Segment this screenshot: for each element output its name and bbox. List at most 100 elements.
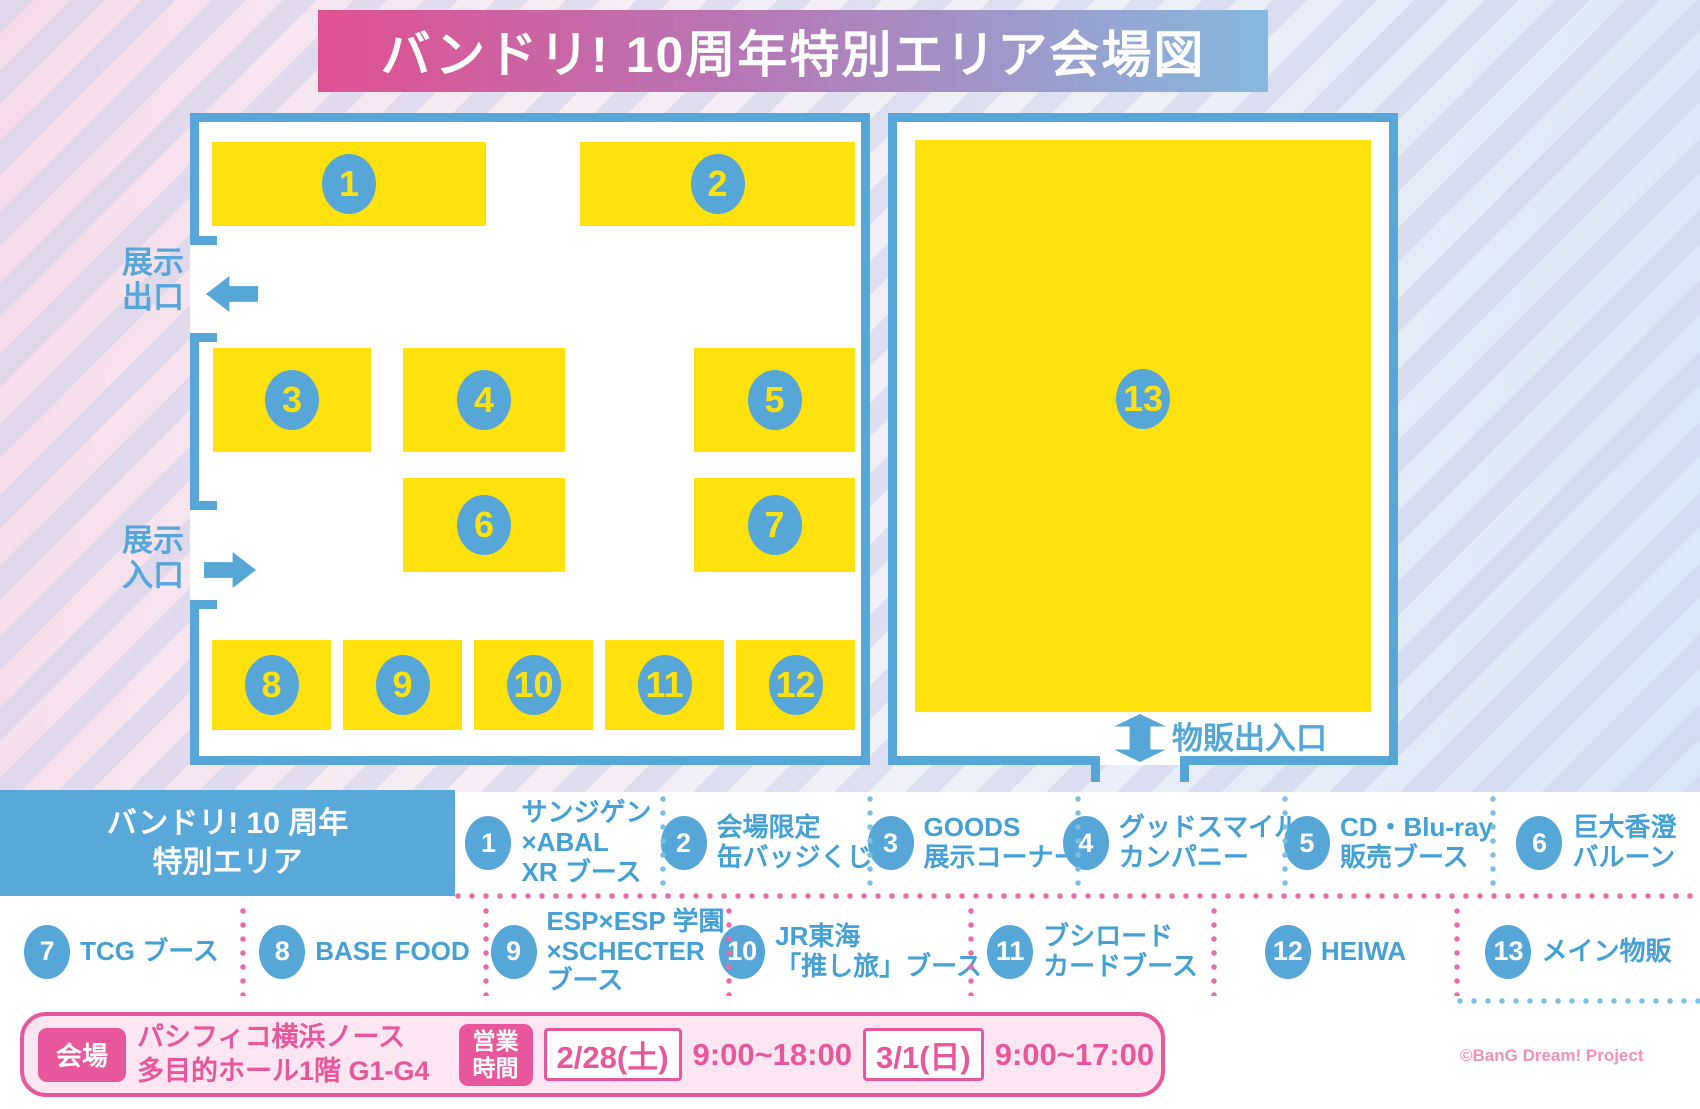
session-2-date: 3/1(日): [862, 1028, 984, 1081]
title-banner: バンドリ! 10周年特別エリア会場図: [318, 10, 1268, 92]
booth-9: 9: [343, 640, 462, 730]
booth-number: 13: [1122, 377, 1164, 419]
legend-item-text: 会場限定 缶バッジくじ: [716, 812, 873, 872]
legend-item-7: 7 TCG ブース: [0, 902, 243, 1001]
dotted-separator: [240, 908, 246, 996]
wall-cap: [1091, 756, 1100, 782]
legend-number-badge: 9: [490, 924, 537, 979]
session-1-date: 2/28(土): [543, 1028, 682, 1081]
session-2-time: 9:00~17:00: [994, 1036, 1155, 1072]
hours-badge-line: 営業: [472, 1028, 519, 1055]
legend-item-12: 12 HEIWA: [1214, 902, 1457, 1001]
venue-name-line: 多目的ホール1階 G1-G4: [137, 1055, 430, 1086]
legend-item-text: サンジゲン ×ABAL XR ブース: [521, 797, 652, 887]
legend-item-text: グッドスマイル カンパニー: [1118, 812, 1301, 872]
legend-number: 5: [1299, 827, 1315, 858]
wall: [190, 113, 199, 245]
dotted-separator: [1454, 908, 1460, 996]
hours-badge-line: 時間: [472, 1054, 519, 1081]
legend-item-text: メイン物販: [1541, 935, 1672, 966]
booth-number: 6: [473, 504, 495, 545]
booth-number-badge: 6: [457, 495, 511, 555]
booth-number-badge: 1: [322, 154, 376, 214]
legend-number: 4: [1078, 827, 1094, 858]
page-title: バンドリ! 10周年特別エリア会場図: [380, 27, 1206, 83]
legend-number: 11: [995, 936, 1025, 966]
booth-number: 2: [707, 163, 728, 204]
dotted-separator: [1282, 796, 1288, 890]
booth-number: 12: [775, 664, 816, 705]
wall: [861, 113, 870, 765]
booth-number-badge: 11: [637, 655, 692, 715]
venue-name: パシフィコ横浜ノース 多目的ホール1階 G1-G4: [137, 1021, 430, 1089]
legend-header-line: バンドリ! 10 周年: [106, 807, 349, 840]
legend-item-6: 6 巨大香澄 バルーン: [1493, 790, 1700, 896]
booth-number-badge: 5: [747, 370, 802, 430]
legend-number-badge: 13: [1485, 924, 1532, 979]
booth-11: 11: [605, 640, 724, 730]
booth-number-badge: 9: [375, 655, 430, 715]
hours-badge: 営業 時間: [458, 1023, 533, 1086]
booth-4: 4: [403, 348, 565, 452]
dotted-separator: [726, 908, 732, 996]
booth-number-badge: 12: [768, 655, 823, 715]
legend-number: 3: [882, 827, 899, 858]
wall-cap: [190, 501, 217, 510]
wall: [190, 600, 199, 765]
entrance-label-line: 入口: [122, 557, 184, 593]
legend-number: 7: [39, 936, 55, 966]
booth-8: 8: [212, 640, 331, 730]
booth-number: 9: [392, 664, 413, 705]
legend-number-badge: 7: [24, 924, 71, 979]
booth-6: 6: [403, 478, 565, 572]
dotted-separator: [968, 908, 974, 996]
venue-badge: 会場: [38, 1027, 126, 1082]
legend-number: 12: [1272, 936, 1303, 966]
booth-12: 12: [736, 640, 855, 730]
dotted-separator: [483, 908, 489, 996]
booth-number: 3: [281, 379, 303, 420]
booth-number-badge: 3: [265, 370, 319, 430]
wall: [190, 113, 870, 122]
legend-item-text: ブシロード カードブース: [1043, 920, 1198, 981]
booth-number-badge: 7: [747, 495, 802, 555]
wall: [1180, 756, 1398, 765]
legend-number-badge: 8: [259, 924, 306, 979]
wall: [888, 113, 897, 765]
wall: [1389, 113, 1398, 765]
booth-number: 7: [764, 504, 785, 545]
merch-hall-plan: 13: [888, 113, 1398, 782]
legend-number-badge: 4: [1062, 816, 1109, 870]
legend-number-badge: 5: [1283, 816, 1330, 870]
info-bar: 会場 パシフィコ横浜ノース 多目的ホール1階 G1-G4 営業 時間 2/28(…: [20, 1012, 1165, 1097]
dotted-separator: [1457, 998, 1700, 1004]
booth-number-badge: 8: [244, 655, 299, 715]
wall-cap: [1180, 756, 1189, 782]
legend-item-11: 11 ブシロード カードブース: [971, 902, 1214, 1001]
venue-name-line: パシフィコ横浜ノース: [137, 1021, 406, 1052]
wall: [190, 756, 870, 765]
legend-number: 13: [1493, 936, 1524, 966]
dotted-separator: [867, 796, 873, 890]
wall: [190, 333, 199, 510]
legend-number-badge: 3: [867, 816, 914, 870]
booth-number-badge: 4: [457, 370, 511, 430]
legend-number-badge: 1: [465, 816, 512, 870]
legend-number: 8: [274, 936, 290, 966]
booth-5: 5: [694, 348, 855, 452]
wall-cap: [190, 333, 217, 342]
copyright-notice: ©BanG Dream! Project: [1460, 1046, 1644, 1065]
legend-item-text: HEIWA: [1320, 935, 1407, 966]
booth-2: 2: [580, 142, 855, 226]
legend-item-text: CD・Blu-ray 販売ブース: [1339, 812, 1494, 872]
session-1-time: 9:00~18:00: [692, 1036, 852, 1072]
dotted-separator: [1211, 908, 1217, 996]
booth-number: 8: [261, 664, 282, 705]
legend-item-9: 9 ESP×ESP 学園 ×SCHECTER ブース: [486, 902, 729, 1001]
legend-number-badge: 11: [987, 924, 1034, 979]
legend-item-text: BASE FOOD: [315, 935, 470, 966]
booth-number: 10: [513, 664, 554, 705]
booth-13: 13: [915, 140, 1371, 712]
legend-item-text: TCG ブース: [80, 935, 219, 966]
